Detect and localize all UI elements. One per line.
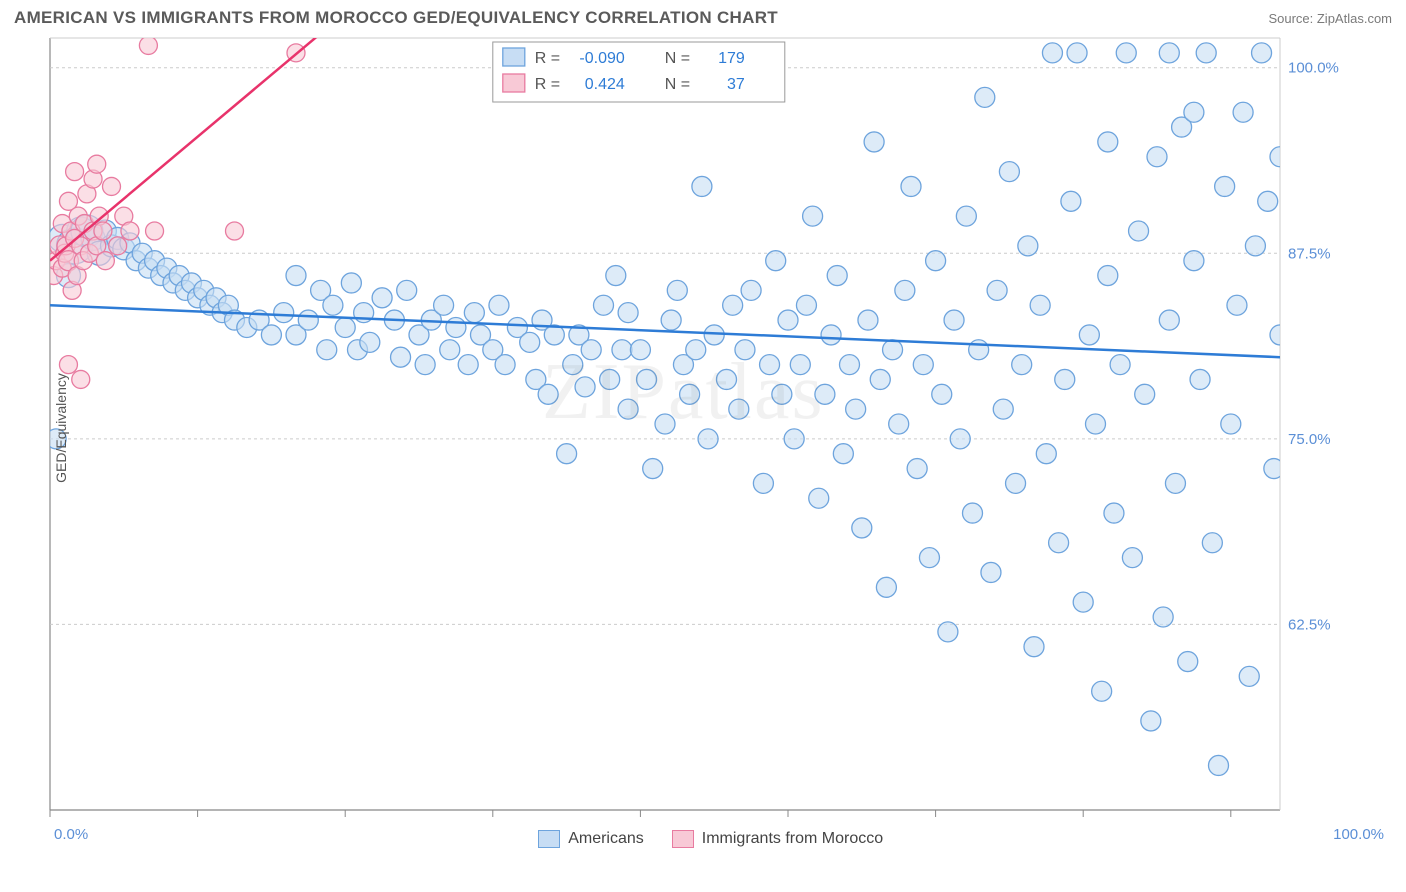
svg-text:179: 179	[718, 50, 745, 67]
x-axis-max-label: 100.0%	[1333, 826, 1384, 848]
x-axis-min-label: 0.0%	[54, 826, 88, 848]
svg-text:R =: R =	[535, 50, 560, 67]
chart-header: AMERICAN VS IMMIGRANTS FROM MOROCCO GED/…	[0, 0, 1406, 32]
scatter-chart: 62.5% 75.0% 87.5% 100.0% R = -0.090 N = 179 R = 0…	[14, 32, 1344, 824]
svg-text:N =: N =	[665, 50, 690, 67]
svg-text:R =: R =	[535, 76, 560, 93]
svg-text:0.424: 0.424	[585, 76, 625, 93]
chart-container: GED/Equivalency 62.5% 75.0% 87.5% 100.0% R =…	[14, 32, 1392, 824]
svg-text:100.0%: 100.0%	[1288, 60, 1339, 77]
x-axis-labels: 0.0% Americans Immigrants from Morocco 10…	[50, 824, 1388, 848]
svg-text:62.5%: 62.5%	[1288, 616, 1331, 633]
svg-text:37: 37	[727, 76, 745, 93]
svg-text:87.5%: 87.5%	[1288, 245, 1331, 262]
legend-item: Immigrants from Morocco	[672, 830, 883, 848]
legend-swatch	[538, 830, 560, 848]
legend-item: Americans	[538, 830, 644, 848]
y-axis-label: GED/Equivalency	[53, 373, 69, 483]
legend-label: Immigrants from Morocco	[702, 830, 883, 848]
svg-text:N =: N =	[665, 76, 690, 93]
legend-label: Americans	[568, 830, 644, 848]
svg-text:-0.090: -0.090	[579, 50, 624, 67]
chart-source: Source: ZipAtlas.com	[1268, 11, 1392, 26]
bottom-legend: Americans Immigrants from Morocco	[538, 826, 883, 848]
chart-title: AMERICAN VS IMMIGRANTS FROM MOROCCO GED/…	[14, 8, 778, 28]
svg-text:75.0%: 75.0%	[1288, 431, 1331, 448]
legend-swatch	[672, 830, 694, 848]
